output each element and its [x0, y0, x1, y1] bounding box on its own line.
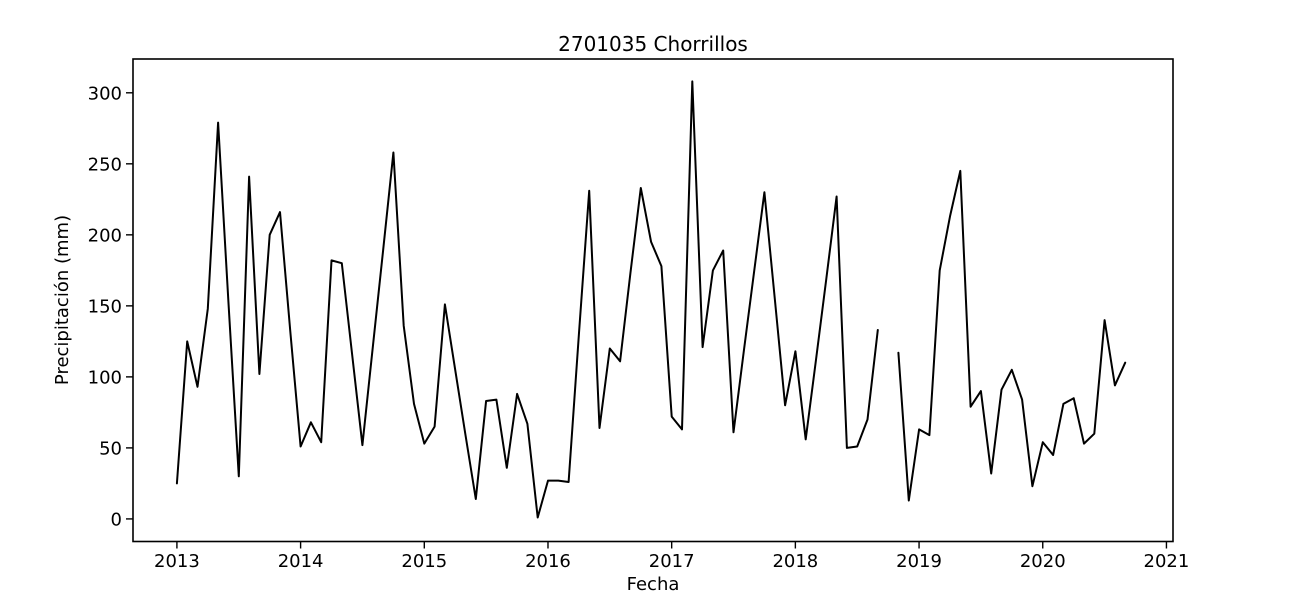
- x-tick-label: 2018: [772, 551, 818, 572]
- x-tick-label: 2021: [1144, 551, 1190, 572]
- x-tick-label: 2014: [278, 551, 324, 572]
- y-tick-label: 300: [88, 83, 122, 104]
- x-tick-label: 2013: [154, 551, 200, 572]
- x-tick-label: 2016: [525, 551, 571, 572]
- y-tick-label: 0: [111, 509, 122, 530]
- x-tick-label: 2019: [896, 551, 942, 572]
- plot-frame: 2013 2014 2015 2016 2017 2018 2019 2020 2021 0 50 1…: [88, 58, 1190, 572]
- y-tick-label: 150: [88, 296, 122, 317]
- data-line: [175, 80, 1127, 519]
- x-tick-label: 2017: [649, 551, 695, 572]
- y-axis-label: Precipitación (mm): [52, 215, 73, 385]
- x-tick-label: 2020: [1020, 551, 1066, 572]
- y-tick-label: 50: [99, 438, 122, 459]
- y-tick-label: 250: [88, 154, 122, 175]
- axes-frame: [132, 58, 1174, 543]
- chart-title: 2701035 Chorrillos: [558, 32, 748, 56]
- y-tick-label: 100: [88, 367, 122, 388]
- y-tick-label: 200: [88, 225, 122, 246]
- x-tick-label: 2015: [401, 551, 447, 572]
- x-axis-label: Fecha: [627, 574, 680, 595]
